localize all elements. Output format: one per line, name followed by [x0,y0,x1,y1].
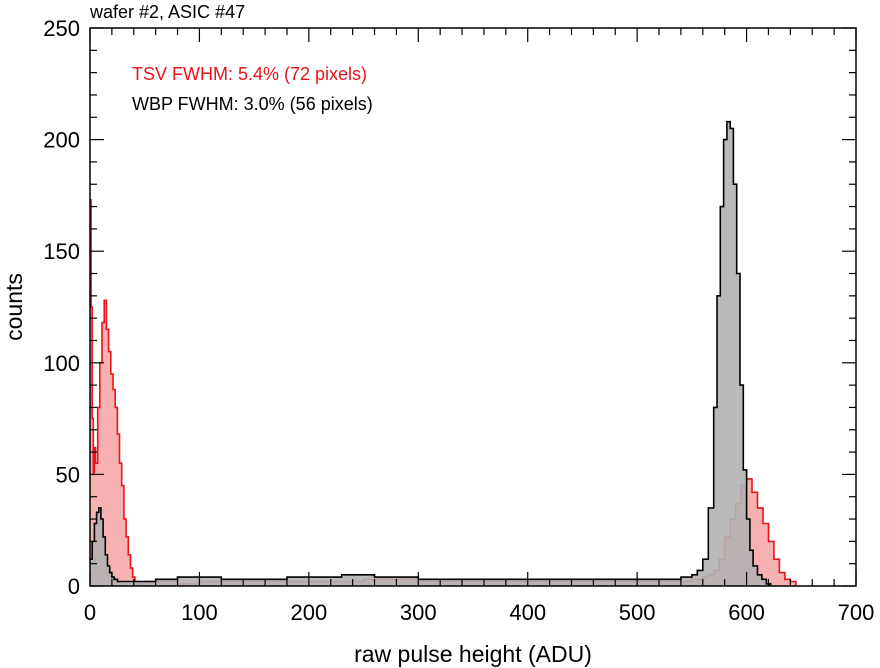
chart-title: wafer #2, ASIC #47 [89,2,245,22]
y-tick-label: 250 [43,16,80,41]
x-tick-label: 200 [290,600,327,625]
annotation-wbp-fwhm: WBP FWHM: 3.0% (56 pixels) [132,94,373,114]
y-tick-label: 150 [43,239,80,264]
x-tick-label: 600 [728,600,765,625]
x-tick-label: 700 [838,600,875,625]
series-2-outline [90,120,772,586]
series-1-outline [90,199,797,586]
y-tick-label: 100 [43,351,80,376]
y-tick-label: 50 [56,462,80,487]
annotation-tsv-fwhm: TSV FWHM: 5.4% (72 pixels) [132,64,367,84]
series-layer [90,120,797,586]
tick-layer: 0 100 200 300 400 500 600 700 0 50 100 150 200 250 [43,16,874,625]
y-axis-title: counts [1,273,27,341]
series-2-area [90,121,771,586]
x-axis-title: raw pulse height (ADU) [354,641,592,667]
x-tick-label: 500 [619,600,656,625]
x-tick-label: 100 [181,600,218,625]
y-tick-label: 200 [43,128,80,153]
x-tick-label: 400 [509,600,546,625]
x-tick-label: 0 [84,600,96,625]
y-tick-label: 0 [68,574,80,599]
series-1-area [90,199,796,586]
plot-frame [89,27,857,587]
x-tick-label: 300 [400,600,437,625]
